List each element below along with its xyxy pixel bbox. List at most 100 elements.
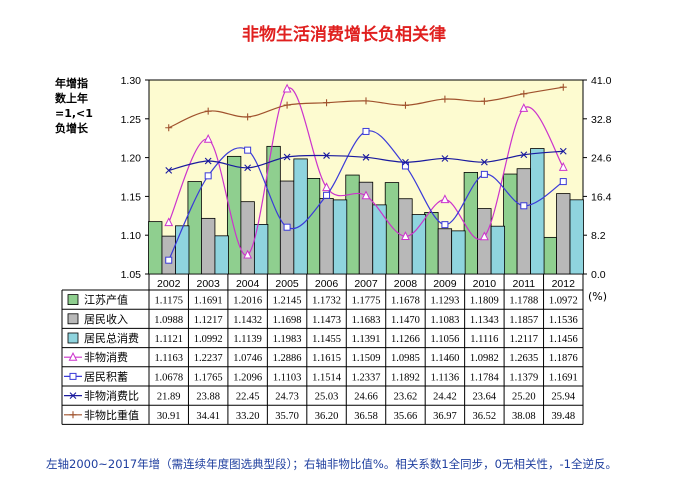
series-point <box>283 101 291 109</box>
bar-3 <box>490 225 506 275</box>
series-point <box>441 221 449 229</box>
table-cell: 22.45 <box>236 392 260 403</box>
table-cell: 1.2237 <box>194 353 223 364</box>
series-point <box>559 83 567 91</box>
table-cell: 23.62 <box>394 392 418 403</box>
series-point <box>204 157 212 165</box>
series-point <box>559 147 567 155</box>
right-axis-tick-label: 24.6 <box>591 153 612 165</box>
table-cell: 24.73 <box>275 392 299 403</box>
bar-1 <box>305 177 321 275</box>
table-cell: 36.52 <box>473 411 497 422</box>
table-cell: 1.0678 <box>154 372 183 383</box>
bar-3 <box>451 230 466 275</box>
bar-2 <box>437 228 453 275</box>
category-label: 2009 <box>433 278 457 290</box>
legend-label: 非物消费比 <box>84 389 139 403</box>
bar-1 <box>148 221 163 275</box>
table-cell: 1.2016 <box>233 296 262 307</box>
series-point <box>361 190 371 200</box>
table-cell: 1.1536 <box>549 315 578 326</box>
table-cell: 24.42 <box>433 392 457 403</box>
table-cell: 1.2635 <box>509 353 538 364</box>
table-cell: 1.1455 <box>312 334 341 345</box>
table-cell: 1.1391 <box>352 334 381 345</box>
table-cell: 21.89 <box>157 392 181 403</box>
table-cell: 1.1293 <box>430 296 459 307</box>
table-cell: 1.1217 <box>194 315 223 326</box>
left-axis-label: 年增指数上年=1,<1负增长 <box>55 77 93 135</box>
bars-group <box>148 145 584 275</box>
bar-1 <box>345 174 360 275</box>
legend-label: 居民收入 <box>84 312 128 326</box>
category-label: 2006 <box>315 278 339 290</box>
right-axis-unit: (%) <box>588 290 608 303</box>
table-cell: 36.20 <box>315 411 339 422</box>
series-point <box>559 178 567 186</box>
right-axis-tick-label: 32.8 <box>591 114 612 126</box>
table-cell: 36.58 <box>354 411 378 422</box>
table-cell: 25.03 <box>315 392 339 403</box>
right-axis-tick-label: 0.0 <box>591 269 606 281</box>
data-table: 2002 2003 2004 2005 2006 2007 2008 2009 2010 2011… <box>61 274 584 425</box>
series-point <box>283 153 291 161</box>
series-point <box>480 97 488 105</box>
table-cell: 1.2117 <box>510 334 539 345</box>
bar-3 <box>175 225 190 275</box>
table-cell: 1.1379 <box>509 372 538 383</box>
category-label: 2002 <box>157 278 181 290</box>
bar-3 <box>569 199 584 275</box>
bar-2 <box>556 193 571 275</box>
table-cell: 1.1139 <box>233 334 262 345</box>
table-cell: 1.1116 <box>470 334 498 345</box>
bar-3 <box>411 214 427 275</box>
bar-2 <box>516 168 531 275</box>
series-point <box>402 158 409 166</box>
table-cell: 1.1103 <box>273 372 302 383</box>
legend-swatch <box>67 313 79 325</box>
table-cell: 1.1809 <box>470 296 499 307</box>
table-cell: 1.1473 <box>312 315 341 326</box>
series-point <box>323 152 330 159</box>
bar-3 <box>214 235 229 275</box>
bar-1 <box>424 212 439 275</box>
series-point <box>322 182 331 192</box>
bar-1 <box>503 173 518 275</box>
table-cell: 1.1083 <box>430 315 459 326</box>
category-label: 2007 <box>354 278 378 290</box>
table-cell: 34.41 <box>196 411 220 422</box>
table-cell: 1.1163 <box>154 353 183 364</box>
series-point <box>479 231 489 241</box>
right-axis-tick-label: 8.2 <box>591 230 606 242</box>
series-point <box>362 127 370 135</box>
series-point <box>323 191 331 199</box>
table-cell: 1.2096 <box>233 372 262 383</box>
table-cell: 1.1691 <box>194 296 223 307</box>
bar-2 <box>319 198 334 275</box>
legend-label: 江苏产值 <box>84 293 128 307</box>
series-point <box>244 113 252 121</box>
table-cell: 35.70 <box>275 411 299 422</box>
line-series-1 <box>164 83 568 259</box>
table-cell: 1.0746 <box>233 353 262 364</box>
table-cell: 1.1432 <box>233 315 262 326</box>
series-point <box>283 223 291 231</box>
table-cell: 24.66 <box>354 392 378 403</box>
legend-marker <box>69 392 77 399</box>
table-cell: 30.91 <box>157 411 181 422</box>
category-label: 2012 <box>552 278 576 290</box>
bar-3 <box>530 148 545 275</box>
line-series-3 <box>165 147 567 174</box>
series-point <box>165 167 173 174</box>
table-cell: 1.0972 <box>549 296 578 307</box>
table-cell: 1.2145 <box>273 296 302 307</box>
line-series-4 <box>165 83 567 132</box>
bar-2 <box>161 235 176 275</box>
series-line <box>168 87 564 256</box>
table-cell: 1.1121 <box>154 334 183 345</box>
right-axis-tick-label: 16.4 <box>591 191 612 203</box>
series-point <box>441 155 449 162</box>
left-axis-tick-label: 1.10 <box>121 230 142 242</box>
table-cell: 1.1784 <box>470 372 500 383</box>
table-cell: 1.0985 <box>391 353 420 364</box>
